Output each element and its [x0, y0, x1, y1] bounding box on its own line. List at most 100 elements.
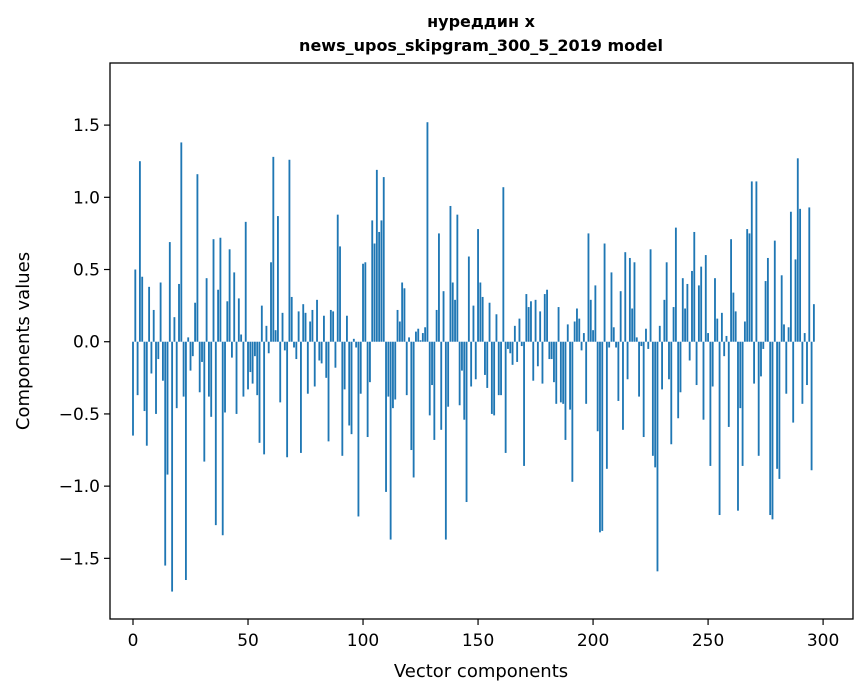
x-tick-label-150: 150: [462, 631, 494, 651]
bar-205: [603, 243, 606, 342]
bar-81: [318, 341, 321, 361]
bar-33: [207, 341, 210, 397]
y-tick-label-6: 1.5: [73, 116, 100, 136]
bar-263: [737, 341, 739, 511]
bar-106: [375, 169, 378, 342]
y-axis-ticks: −1.5 −1.0 −0.5 0.0 0.5 1.0 1.5: [59, 116, 110, 569]
bar-59: [267, 341, 270, 354]
bar-194: [578, 318, 581, 342]
bar-70: [293, 341, 295, 348]
bar-264: [739, 341, 742, 409]
bar-282: [780, 275, 783, 342]
bar-229: [658, 325, 661, 342]
chart-title-line1: нуреддин x: [427, 12, 535, 31]
y-tick-label-4: 0.5: [73, 261, 100, 281]
bar-100: [362, 263, 364, 342]
bar-269: [750, 181, 753, 342]
bar-6: [145, 341, 148, 446]
bar-270: [753, 341, 756, 384]
bar-85: [327, 341, 330, 442]
bar-192: [573, 321, 576, 342]
bar-66: [283, 341, 286, 351]
bar-221: [640, 341, 643, 347]
bar-277: [769, 341, 772, 516]
bar-276: [766, 257, 769, 342]
bar-126: [421, 333, 424, 342]
bar-13: [161, 341, 164, 381]
bar-114: [394, 341, 397, 400]
bar-260: [730, 239, 732, 342]
bar-72: [297, 311, 300, 342]
bar-255: [718, 341, 721, 516]
bar-165: [511, 341, 514, 365]
bar-241: [686, 283, 689, 342]
bar-83: [323, 315, 325, 342]
bar-166: [513, 325, 516, 342]
bar-63: [277, 216, 279, 342]
bar-134: [440, 341, 443, 430]
bar-71: [295, 341, 298, 360]
bar-150: [477, 229, 479, 342]
bar-30: [201, 341, 203, 362]
bar-154: [486, 341, 489, 388]
bar-44: [233, 272, 236, 342]
bar-238: [679, 341, 682, 393]
bar-256: [720, 312, 723, 342]
bar-271: [755, 181, 758, 342]
bar-86: [329, 309, 332, 342]
bar-197: [585, 341, 588, 404]
bar-285: [787, 327, 790, 342]
bar-233: [668, 341, 670, 380]
bar-187: [562, 341, 565, 404]
bar-246: [697, 285, 700, 342]
bar-157: [493, 341, 496, 416]
bar-88: [334, 341, 337, 368]
bar-216: [628, 257, 631, 342]
bar-98: [357, 341, 360, 517]
bar-245: [695, 341, 698, 386]
bar-147: [470, 341, 473, 387]
bar-68: [288, 159, 291, 342]
bar-244: [693, 231, 696, 342]
bar-73: [300, 341, 302, 453]
x-tick-label-200: 200: [577, 631, 609, 651]
bar-295: [810, 341, 813, 471]
bar-1: [134, 269, 137, 342]
bar-136: [444, 341, 447, 540]
bar-37: [217, 289, 220, 342]
bar-247: [700, 266, 703, 342]
bar-163: [507, 341, 509, 349]
bar-207: [608, 341, 611, 348]
bar-5: [143, 341, 146, 412]
bar-219: [635, 337, 638, 342]
bar-179: [543, 294, 546, 342]
bar-235: [672, 307, 675, 342]
bar-8: [150, 341, 153, 374]
bar-168: [518, 318, 521, 342]
bar-46: [237, 298, 240, 342]
bar-47: [240, 334, 243, 342]
bar-52: [251, 341, 254, 384]
bar-103: [369, 341, 371, 383]
bar-110: [385, 341, 387, 492]
bar-208: [610, 272, 613, 342]
bar-228: [656, 341, 659, 572]
bar-288: [794, 259, 797, 342]
bar-160: [500, 341, 502, 396]
bar-10: [155, 341, 157, 414]
bar-117: [401, 282, 404, 342]
bar-204: [601, 341, 604, 531]
bar-12: [159, 282, 162, 342]
bar-250: [707, 333, 709, 342]
bar-294: [808, 207, 811, 342]
bar-29: [198, 341, 201, 393]
bar-262: [734, 311, 737, 342]
bar-129: [428, 341, 431, 416]
bar-107: [378, 231, 381, 342]
bar-64: [279, 341, 282, 403]
bar-167: [516, 341, 519, 362]
bar-40: [224, 341, 226, 413]
bar-290: [799, 208, 802, 342]
bar-173: [530, 301, 532, 342]
